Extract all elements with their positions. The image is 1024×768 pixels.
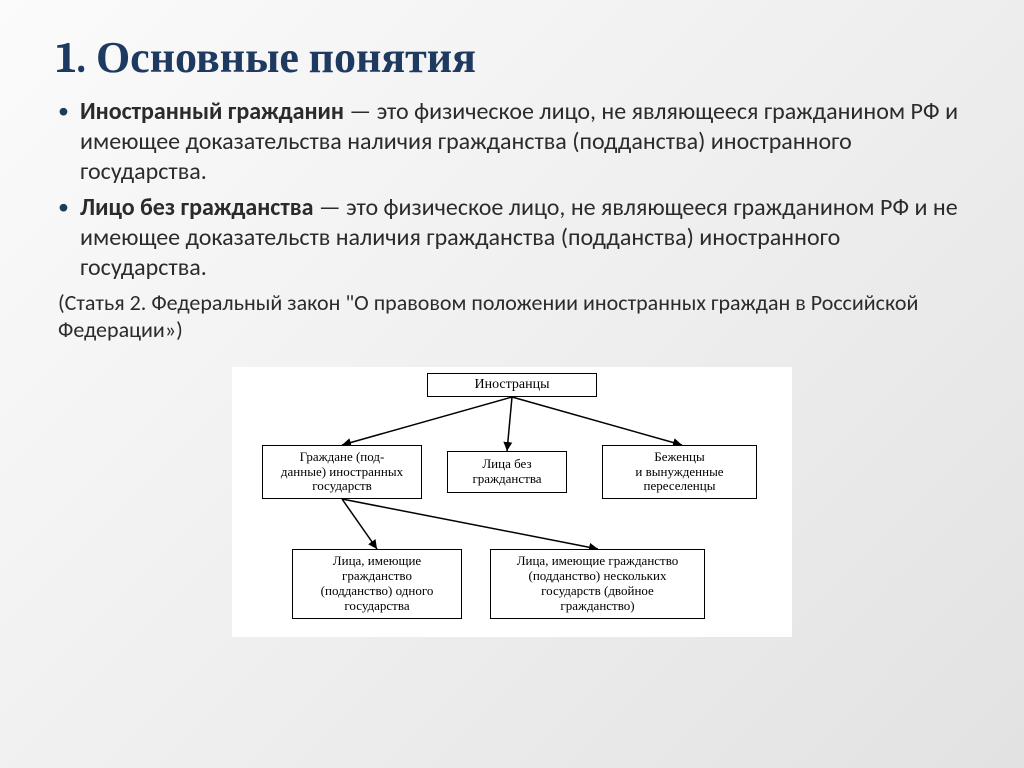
- bullet-list: Иностранный гражданин — это физическое л…: [56, 97, 968, 283]
- diagram-edge: [512, 397, 682, 445]
- diagram-node-n3: Беженцы и вынужденные переселенцы: [602, 445, 757, 499]
- term: Лицо без гражданства: [80, 193, 313, 222]
- slide: 1. Основные понятия Иностранный граждани…: [0, 0, 1024, 637]
- term: Иностранный гражданин: [80, 97, 344, 126]
- diagram-edge: [342, 397, 512, 445]
- citation: (Статья 2. Федеральный закон "О правовом…: [56, 289, 968, 343]
- diagram-edge: [342, 499, 377, 549]
- diagram-edge: [507, 397, 512, 451]
- diagram-node-n4: Лица, имеющие гражданство (подданство) о…: [292, 549, 462, 619]
- foreigners-diagram: Иностранцы Граждане (под- данные) иностра…: [232, 367, 792, 637]
- diagram-node-root: Иностранцы: [427, 373, 597, 397]
- bullet-item: Иностранный гражданин — это физическое л…: [80, 97, 968, 187]
- diagram-node-n5: Лица, имеющие гражданство (подданство) н…: [490, 549, 705, 619]
- bullet-item: Лицо без гражданства — это физическое ли…: [80, 193, 968, 283]
- diagram-node-n1: Граждане (под- данные) иностранных госуд…: [262, 445, 422, 499]
- page-title: 1. Основные понятия: [56, 32, 968, 83]
- diagram-edge: [342, 499, 598, 549]
- diagram-node-n2: Лица без гражданства: [447, 451, 567, 493]
